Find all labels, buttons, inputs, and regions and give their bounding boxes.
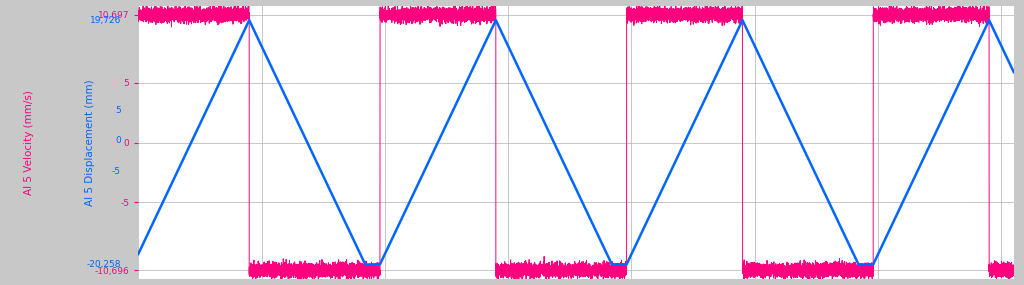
Text: 19,726: 19,726	[89, 16, 121, 25]
Text: 0: 0	[115, 136, 121, 145]
Text: 5: 5	[115, 106, 121, 115]
Text: AI 5 Displacement (mm): AI 5 Displacement (mm)	[85, 79, 95, 206]
Text: AI 5 Velocity (mm/s): AI 5 Velocity (mm/s)	[24, 90, 34, 195]
Text: -5: -5	[112, 167, 121, 176]
Text: -20,258: -20,258	[86, 260, 121, 269]
